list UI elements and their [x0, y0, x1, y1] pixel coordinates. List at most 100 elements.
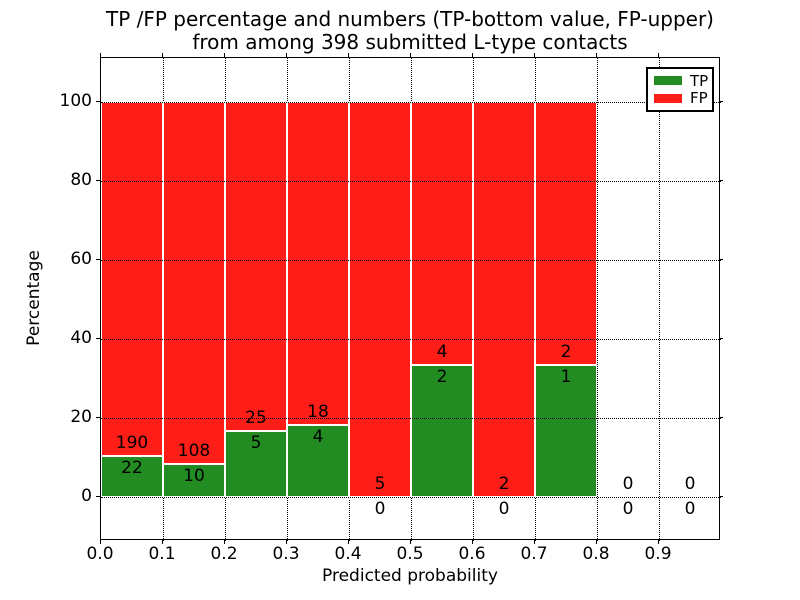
fp-count-label-4: 5	[374, 474, 386, 495]
x-tick-top	[410, 53, 411, 57]
y-tick-label: 40	[70, 328, 92, 349]
chart-title: TP /FP percentage and numbers (TP-bottom…	[100, 8, 720, 54]
fp-count-label-8: 0	[622, 474, 634, 495]
fp-bar-segment-5	[411, 101, 473, 366]
y-tick-right	[719, 496, 723, 498]
plot-area: 190 22 108 10 25 5 18 4 5 0 4 2 2 0 2 1 0 0 0 0	[100, 57, 721, 541]
tp-bar-segment-2	[225, 431, 287, 498]
legend: TP FP	[646, 67, 714, 112]
fp-count-label-0: 190	[115, 433, 149, 454]
y-tick-label: 100	[59, 90, 92, 111]
x-tick-top	[162, 53, 163, 57]
y-tick-right	[719, 258, 723, 260]
h-gridline	[101, 418, 721, 420]
x-tick-label: 0.4	[334, 544, 362, 564]
y-tick-left	[96, 417, 100, 419]
fp-count-label-1: 108	[177, 440, 211, 461]
h-gridline	[101, 101, 721, 103]
fp-count-label-2: 25	[245, 408, 267, 429]
fp-count-label-3: 18	[307, 402, 329, 423]
x-tick-top	[100, 53, 101, 57]
tp-count-label-6: 0	[498, 499, 510, 520]
legend-entry-tp: TP	[654, 71, 709, 90]
y-tick-right	[719, 338, 723, 340]
x-tick-top	[658, 53, 659, 57]
fp-count-label-6: 2	[498, 474, 510, 495]
x-tick-bottom	[224, 540, 225, 544]
x-tick-bottom	[162, 540, 163, 544]
x-tick-bottom	[658, 540, 659, 544]
y-tick-right	[719, 100, 723, 102]
y-axis-label: Percentage	[24, 250, 44, 346]
tp-count-label-1: 10	[183, 465, 205, 486]
fp-bar-segment-2	[225, 101, 287, 432]
x-tick-bottom	[596, 540, 597, 544]
h-gridline	[101, 339, 721, 341]
x-tick-label: 0.3	[272, 544, 300, 564]
x-tick-bottom	[286, 540, 287, 544]
x-tick-label: 0.0	[86, 544, 114, 564]
legend-label: FP	[690, 89, 708, 108]
tp-count-label-4: 0	[374, 499, 386, 520]
fp-count-label-5: 4	[436, 342, 448, 363]
legend-swatch-fp	[654, 93, 682, 103]
fp-count-label-7: 2	[560, 342, 572, 363]
fp-bar-segment-6	[473, 101, 535, 498]
tp-bar-segment-3	[287, 425, 349, 498]
x-tick-label: 0.1	[148, 544, 176, 564]
tp-count-label-3: 4	[312, 427, 324, 448]
fp-bar-segment-0	[101, 101, 163, 457]
tp-bar-segment-0	[101, 456, 163, 498]
v-gridline	[659, 58, 660, 541]
x-axis-label: Predicted probability	[322, 566, 498, 586]
y-tick-label: 60	[70, 248, 92, 269]
y-tick-right	[719, 417, 723, 419]
x-tick-label: 0.2	[210, 544, 238, 564]
h-gridline	[101, 180, 721, 182]
tp-count-label-8: 0	[622, 499, 634, 520]
tp-bar-segment-1	[163, 463, 225, 498]
x-tick-top	[348, 53, 349, 57]
x-tick-label: 0.9	[644, 544, 672, 564]
tp-count-label-5: 2	[436, 367, 448, 388]
chart-title-line2: from among 398 submitted L-type contacts	[192, 30, 628, 54]
x-tick-top	[472, 53, 473, 57]
v-gridline	[597, 58, 598, 541]
y-tick-left	[96, 100, 100, 102]
x-tick-top	[224, 53, 225, 57]
x-tick-label: 0.6	[458, 544, 486, 564]
fp-bar-segment-4	[349, 101, 411, 498]
tp-count-label-7: 1	[560, 367, 572, 388]
x-tick-top	[286, 53, 287, 57]
y-tick-right	[719, 179, 723, 181]
x-tick-bottom	[410, 540, 411, 544]
x-tick-bottom	[534, 540, 535, 544]
legend-swatch-tp	[654, 76, 682, 86]
x-tick-top	[534, 53, 535, 57]
x-tick-label: 0.5	[396, 544, 424, 564]
y-tick-left	[96, 496, 100, 498]
y-tick-left	[96, 338, 100, 340]
fp-bar-segment-3	[287, 101, 349, 426]
x-tick-bottom	[348, 540, 349, 544]
fp-bar-segment-7	[535, 101, 597, 366]
legend-label: TP	[690, 71, 709, 90]
y-tick-label: 20	[70, 407, 92, 428]
h-gridline	[101, 259, 721, 261]
tp-bar-segment-7	[535, 365, 597, 498]
y-tick-label: 80	[70, 169, 92, 190]
x-tick-bottom	[100, 540, 101, 544]
tp-count-label-2: 5	[250, 433, 262, 454]
x-tick-bottom	[472, 540, 473, 544]
tp-count-label-9: 0	[684, 499, 696, 520]
chart-title-line1: TP /FP percentage and numbers (TP-bottom…	[106, 7, 714, 31]
fp-count-label-9: 0	[684, 474, 696, 495]
y-tick-left	[96, 258, 100, 260]
tp-count-label-0: 22	[121, 458, 143, 479]
tp-bar-segment-5	[411, 365, 473, 498]
x-tick-top	[596, 53, 597, 57]
y-tick-label: 0	[81, 486, 92, 507]
y-tick-left	[96, 179, 100, 181]
x-tick-label: 0.8	[582, 544, 610, 564]
